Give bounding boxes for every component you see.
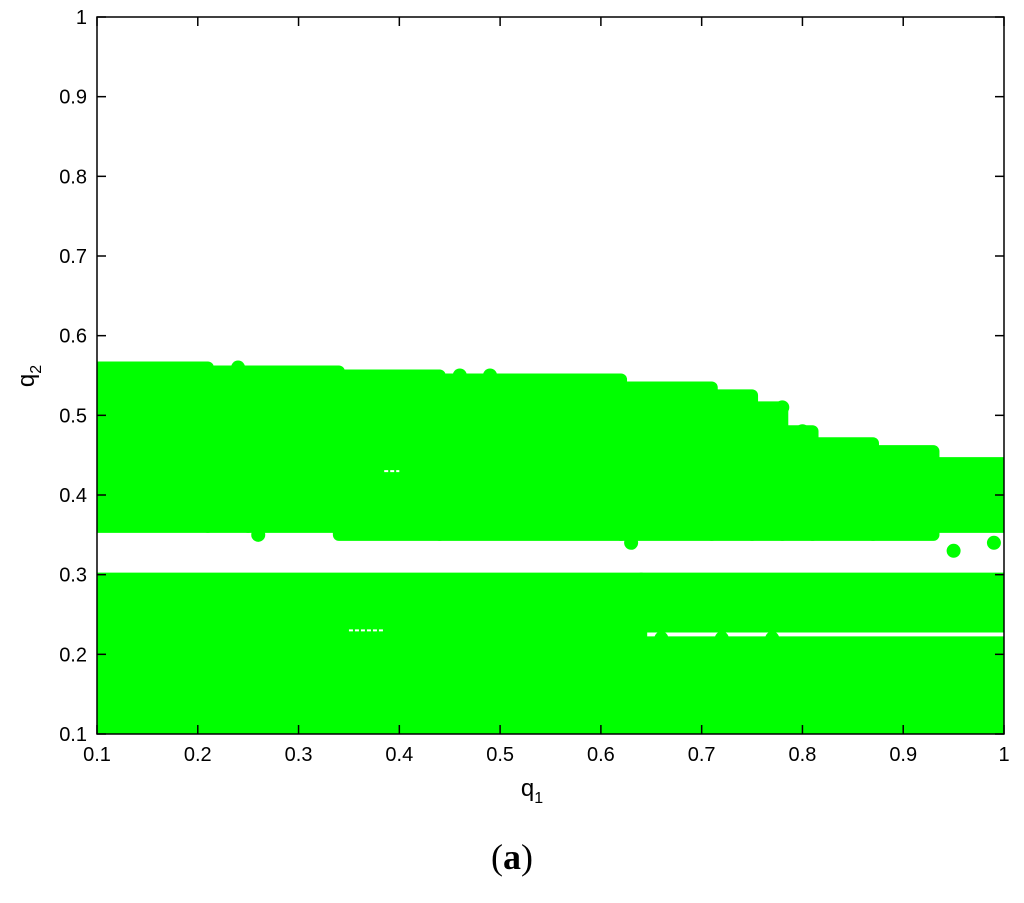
x-tick-label: 0.4	[385, 744, 413, 766]
plot-frame	[96, 16, 1005, 735]
point-cluster-upper-band	[705, 389, 759, 541]
y-axis-label-base: q	[13, 374, 40, 387]
y-tick-label: 0.2	[59, 644, 87, 666]
y-tick-label: 0.7	[59, 246, 87, 268]
y-tick-label: 0.9	[59, 87, 87, 109]
x-tick-label: 0.5	[486, 744, 514, 766]
panel-label-open: (	[491, 837, 503, 877]
data-point	[775, 400, 790, 415]
x-tick-label: 1	[998, 744, 1009, 766]
panel-label-close: )	[521, 837, 533, 877]
x-tick-label: 0.1	[83, 744, 111, 766]
data-point	[946, 543, 961, 558]
point-cluster-upper-band	[97, 361, 214, 533]
data-point	[714, 631, 729, 646]
data-points	[97, 360, 1004, 734]
y-axis-label: q2	[13, 365, 45, 387]
point-cluster-upper-band	[927, 457, 1004, 533]
point-cluster-upper-band	[242, 365, 345, 533]
x-tick-label: 0.8	[789, 744, 817, 766]
x-tick-label: 0.6	[587, 744, 615, 766]
x-tick-label: 0.7	[688, 744, 716, 766]
data-point	[251, 527, 266, 542]
data-point	[765, 424, 780, 439]
y-axis-label-subscript: 2	[28, 365, 45, 374]
y-tick-label: 0.8	[59, 166, 87, 188]
y-tick-label: 0.5	[59, 405, 87, 427]
x-axis-label-base: q	[521, 775, 534, 802]
axis-ticks	[96, 16, 1005, 735]
x-axis-label: q1	[521, 775, 543, 807]
tick-labels: 0.1 0.2 0.3 0.4 0.5 0.6 0.7 0.8 0.9 1 0.1 0.2 0.3 0.4…	[59, 7, 1009, 766]
data-point	[452, 368, 467, 383]
x-tick-label: 0.2	[184, 744, 212, 766]
point-cluster-lower-band	[97, 572, 648, 649]
y-tick-label: 0.6	[59, 326, 87, 348]
point-cluster-upper-band	[806, 437, 879, 541]
point-cluster-upper-band	[433, 373, 628, 541]
data-point	[654, 631, 669, 646]
point-cluster-lower-band	[97, 636, 1004, 734]
data-point	[483, 368, 498, 383]
panel-label: (a)	[0, 836, 1024, 878]
x-tick-label: 0.9	[889, 744, 917, 766]
x-tick-label: 0.3	[285, 744, 313, 766]
data-point	[624, 535, 639, 550]
data-point	[231, 360, 246, 375]
data-point	[765, 631, 780, 646]
point-cluster-upper-band	[615, 381, 718, 541]
y-tick-label: 0.1	[59, 724, 87, 746]
panel-label-letter: a	[503, 837, 521, 877]
point-cluster-upper-band	[332, 369, 446, 541]
y-tick-label: 0.3	[59, 565, 87, 587]
data-point	[795, 424, 810, 439]
data-point	[986, 535, 1001, 550]
y-tick-label: 1	[76, 7, 87, 29]
point-cluster-upper-band	[201, 365, 255, 533]
point-cluster-lower-band	[635, 572, 1004, 633]
point-cluster-upper-band	[866, 445, 940, 541]
y-tick-label: 0.4	[59, 485, 87, 507]
x-axis-label-subscript: 1	[534, 790, 543, 807]
data-point	[966, 611, 981, 626]
